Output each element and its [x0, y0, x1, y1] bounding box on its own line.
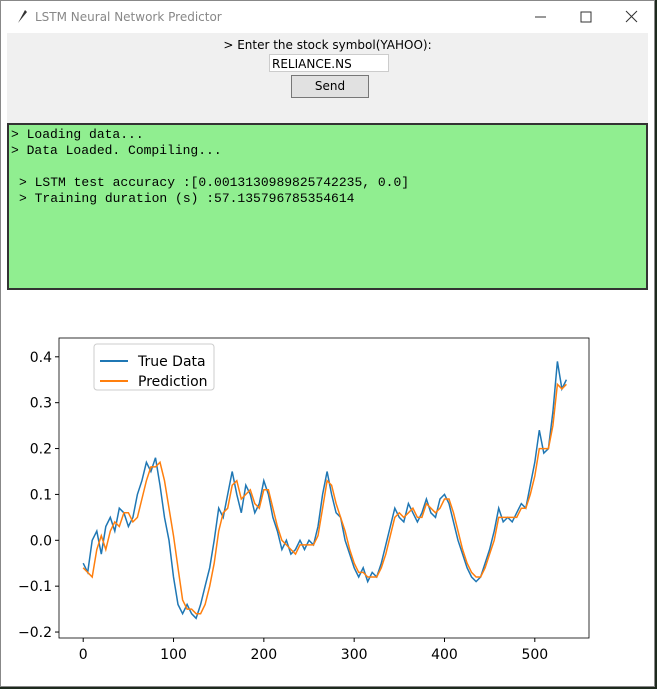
title-icons — [18, 10, 638, 23]
y-tick-label: 0.1 — [30, 487, 52, 503]
x-tick-label: 200 — [250, 647, 277, 663]
form-label: > Enter the stock symbol(YAHOO): — [223, 38, 432, 52]
app-icon — [18, 10, 27, 23]
x-tick-label: 400 — [431, 647, 458, 663]
x-tick-label: 0 — [79, 647, 88, 663]
title-bar: LSTM Neural Network Predictor — [1, 1, 654, 33]
legend-label: True Data — [137, 354, 206, 370]
y-tick-label: 0.3 — [30, 396, 52, 412]
x-tick-label: 300 — [341, 647, 368, 663]
send-button[interactable]: Send — [291, 75, 369, 98]
console-line: > Data Loaded. Compiling... — [11, 143, 222, 158]
symbol-input[interactable]: RELIANCE.NS — [269, 54, 389, 72]
maximize[interactable] — [580, 11, 592, 23]
x-tick-label: 100 — [160, 647, 187, 663]
close[interactable] — [625, 10, 638, 23]
y-tick-label: 0.4 — [30, 350, 52, 366]
data-line — [82, 382, 567, 615]
x-tick-label: 500 — [521, 647, 548, 663]
legend-label: Prediction — [138, 374, 208, 390]
plot-frame — [58, 337, 590, 639]
y-tick-label: −0.2 — [18, 625, 52, 641]
chart: −0.2 −0.1 0.0 0.1 0.2 0.3 0.4 0 100 200 300 400 500 T… — [18, 337, 590, 663]
console-line: > LSTM test accuracy :[0.001313098982574… — [19, 175, 410, 190]
y-tick-label: 0.2 — [30, 442, 52, 458]
y-tick-label: 0.0 — [30, 533, 52, 549]
console-line: > Training duration (s) :57.135796785354… — [19, 191, 355, 206]
console: > Loading data... > Data Loaded. Compili… — [7, 123, 648, 290]
legend-box — [93, 343, 215, 391]
window-title: LSTM Neural Network Predictor — [35, 10, 222, 24]
console-line: > Loading data... — [11, 127, 144, 142]
y-tick-label: −0.1 — [18, 579, 52, 595]
data-line — [82, 361, 568, 620]
form-area: > Enter the stock symbol(YAHOO): RELIANC… — [7, 33, 648, 123]
